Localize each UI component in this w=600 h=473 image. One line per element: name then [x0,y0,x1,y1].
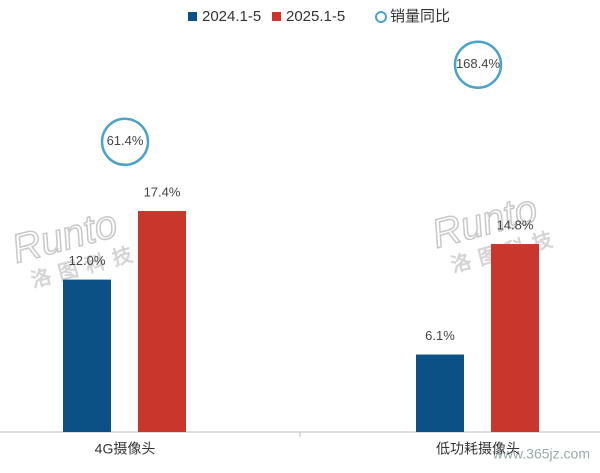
legend-marker [272,12,281,21]
legend-label: 销量同比 [390,8,450,25]
x-tick-label: 低功耗摄像头 [436,441,520,457]
legend-marker [188,12,197,21]
yoy-label: 61.4% [107,133,144,148]
legend-label: 2025.1-5 [286,8,345,25]
yoy-marker [453,40,503,90]
data-label: 12.0% [69,253,106,268]
x-tick-label: 4G摄像头 [95,441,156,457]
data-label: 6.1% [425,328,455,343]
bar [63,279,111,432]
data-label: 14.8% [497,217,534,232]
legend-marker [375,11,387,23]
yoy-marker [100,117,150,167]
legend-label: 2024.1-5 [202,8,261,25]
bar [138,211,186,432]
bar [416,354,464,432]
yoy-label: 168.4% [456,56,501,71]
data-label: 17.4% [144,184,181,199]
bar [491,244,539,432]
site-watermark: www.365jz.com [492,446,590,462]
